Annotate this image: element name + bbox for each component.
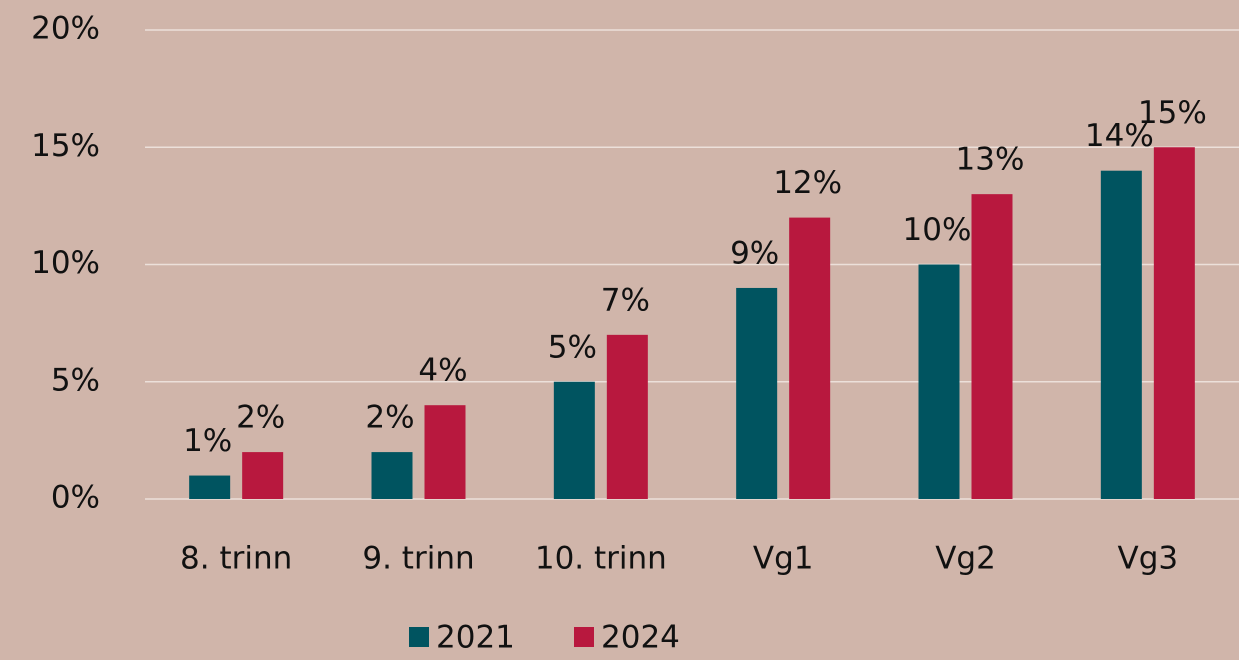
x-tick-label: Vg3 bbox=[1118, 541, 1179, 577]
value-label: 14% bbox=[1085, 118, 1154, 154]
value-label: 12% bbox=[773, 165, 842, 201]
y-tick-label: 20% bbox=[31, 11, 100, 47]
value-label: 10% bbox=[903, 212, 972, 248]
x-tick-label: 10. trinn bbox=[535, 541, 667, 577]
value-label: 13% bbox=[956, 142, 1025, 178]
value-label: 9% bbox=[730, 235, 779, 271]
bar bbox=[424, 405, 466, 499]
bar bbox=[789, 217, 831, 499]
legend-label: 2021 bbox=[436, 620, 515, 656]
bar bbox=[606, 334, 648, 499]
x-tick-label: Vg2 bbox=[935, 541, 996, 577]
value-label: 2% bbox=[236, 400, 285, 436]
bar bbox=[971, 194, 1013, 499]
bar bbox=[1153, 147, 1195, 499]
y-tick-label: 0% bbox=[51, 480, 100, 516]
y-tick-label: 5% bbox=[51, 362, 100, 398]
bar bbox=[1100, 170, 1142, 499]
legend-swatch bbox=[409, 627, 429, 647]
bar bbox=[918, 264, 960, 499]
bar bbox=[371, 452, 413, 499]
value-label: 5% bbox=[548, 329, 597, 365]
bar bbox=[736, 287, 778, 499]
value-label: 4% bbox=[418, 353, 467, 389]
value-label: 7% bbox=[601, 282, 650, 318]
x-tick-label: 8. trinn bbox=[180, 541, 292, 577]
x-tick-label: Vg1 bbox=[753, 541, 814, 577]
bar bbox=[553, 381, 595, 499]
bar bbox=[189, 475, 231, 499]
value-label: 15% bbox=[1138, 95, 1207, 131]
legend-label: 2024 bbox=[601, 620, 680, 656]
bar bbox=[242, 452, 284, 499]
y-tick-label: 15% bbox=[31, 128, 100, 164]
legend-swatch bbox=[574, 627, 594, 647]
x-tick-label: 9. trinn bbox=[362, 541, 474, 577]
y-tick-label: 10% bbox=[31, 245, 100, 281]
value-label: 1% bbox=[183, 423, 232, 459]
value-label: 2% bbox=[365, 400, 414, 436]
